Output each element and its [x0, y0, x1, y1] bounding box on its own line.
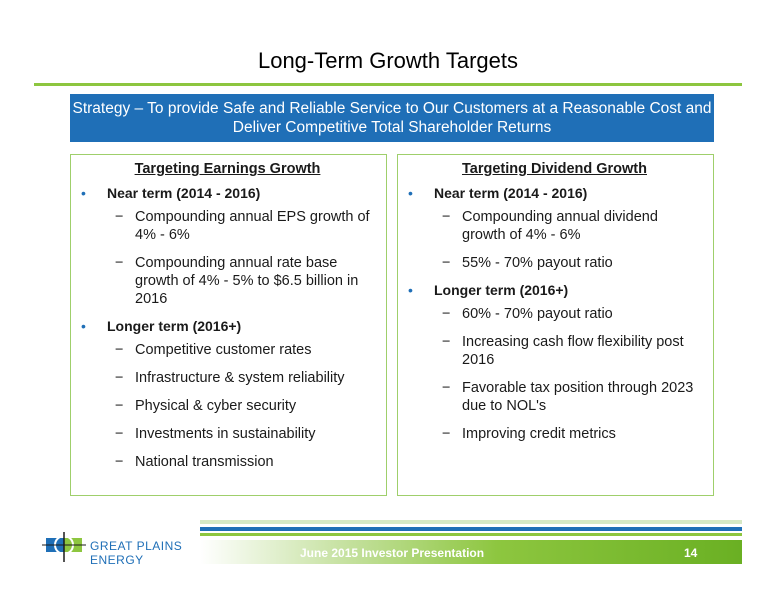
title-divider: [34, 83, 742, 86]
footer-stripe: [200, 527, 742, 531]
dash-icon: −: [115, 342, 124, 358]
slide-title: Long-Term Growth Targets: [257, 48, 519, 73]
near-term-bullet: • Near term (2014 - 2016): [406, 185, 703, 201]
list-item-text: National transmission: [135, 454, 274, 470]
earnings-growth-panel: Targeting Earnings Growth • Near term (2…: [70, 154, 387, 496]
list-item-text: Compounding annual dividend growth of 4%…: [462, 209, 658, 243]
near-term-bullet: • Near term (2014 - 2016): [79, 185, 376, 201]
list-item-text: Competitive customer rates: [135, 342, 312, 358]
dash-icon: −: [115, 398, 124, 414]
list-item-text: Increasing cash flow flexibility post 20…: [462, 334, 684, 368]
dash-icon: −: [442, 380, 451, 396]
list-item-text: Improving credit metrics: [462, 426, 616, 442]
list-item-text: Investments in sustainability: [135, 426, 316, 442]
list-item: − Favorable tax position through 2023 du…: [406, 379, 703, 415]
list-item: − Compounding annual dividend growth of …: [406, 208, 703, 244]
dash-icon: −: [442, 255, 451, 271]
dash-icon: −: [442, 334, 451, 350]
earnings-growth-heading: Targeting Earnings Growth: [134, 161, 321, 177]
list-item: − Improving credit metrics: [406, 425, 703, 443]
list-item-text: 55% - 70% payout ratio: [462, 255, 613, 271]
longer-term-bullet: • Longer term (2016+): [406, 282, 703, 298]
list-item: − Physical & cyber security: [79, 397, 376, 415]
list-item: − Compounding annual rate base growth of…: [79, 254, 376, 308]
near-term-label: Near term (2014 - 2016): [107, 185, 261, 201]
logo-mark-icon: [42, 532, 86, 562]
dividend-growth-panel: Targeting Dividend Growth • Near term (2…: [397, 154, 714, 496]
list-item-text: 60% - 70% payout ratio: [462, 306, 613, 322]
bullet-icon: •: [408, 185, 413, 201]
list-item-text: Favorable tax position through 2023 due …: [462, 380, 694, 414]
list-item: − Competitive customer rates: [79, 341, 376, 359]
list-item: − 55% - 70% payout ratio: [406, 254, 703, 272]
longer-term-label: Longer term (2016+): [107, 318, 242, 334]
page-number: 14: [684, 546, 698, 560]
dash-icon: −: [442, 306, 451, 322]
strategy-banner: Strategy – To provide Safe and Reliable …: [70, 94, 714, 142]
footer-stripe: [200, 520, 742, 524]
logo-text: GREAT PLAINS ENERGY: [90, 539, 183, 567]
dash-icon: −: [115, 255, 124, 271]
footer-bar: [200, 540, 742, 564]
dash-icon: −: [115, 426, 124, 442]
list-item: − 60% - 70% payout ratio: [406, 305, 703, 323]
list-item-text: Compounding annual EPS growth of 4% - 6%: [135, 209, 370, 243]
presentation-label: June 2015 Investor Presentation: [300, 546, 485, 560]
list-item: − Investments in sustainability: [79, 425, 376, 443]
list-item: − Compounding annual EPS growth of 4% - …: [79, 208, 376, 244]
list-item-text: Physical & cyber security: [135, 398, 297, 414]
longer-term-bullet: • Longer term (2016+): [79, 318, 376, 334]
bullet-icon: •: [81, 185, 86, 201]
dash-icon: −: [115, 454, 124, 470]
dividend-growth-heading: Targeting Dividend Growth: [461, 161, 647, 177]
longer-term-label: Longer term (2016+): [434, 282, 569, 298]
list-item: − Increasing cash flow flexibility post …: [406, 333, 703, 369]
company-logo: GREAT PLAINS ENERGY: [42, 530, 202, 567]
list-item-text: Infrastructure & system reliability: [135, 370, 345, 386]
list-item: − Infrastructure & system reliability: [79, 369, 376, 387]
bullet-icon: •: [408, 282, 413, 298]
bullet-icon: •: [81, 318, 86, 334]
list-item-text: Compounding annual rate base growth of 4…: [135, 255, 359, 307]
dash-icon: −: [442, 209, 451, 225]
dash-icon: −: [442, 426, 451, 442]
list-item: − National transmission: [79, 453, 376, 471]
footer-stripe: [200, 533, 742, 536]
near-term-label: Near term (2014 - 2016): [434, 185, 588, 201]
dash-icon: −: [115, 209, 124, 225]
dash-icon: −: [115, 370, 124, 386]
